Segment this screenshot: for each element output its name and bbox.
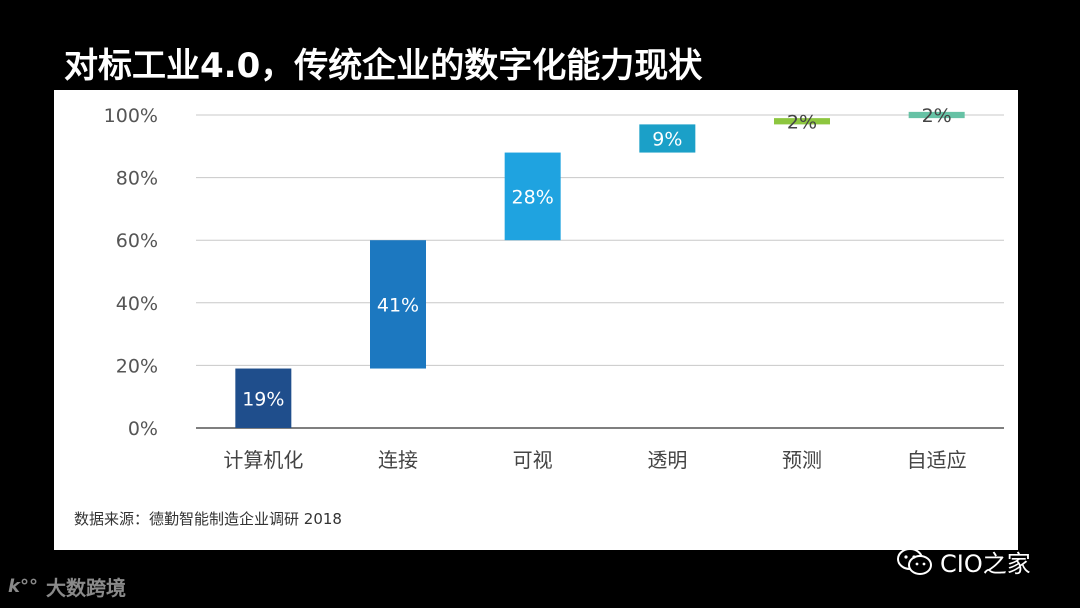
source-note: 数据来源：德勤智能制造企业调研 2018 [74, 510, 342, 528]
bar-3 [639, 124, 696, 153]
y-tick-label: 60% [116, 230, 158, 252]
bar-5 [908, 111, 965, 119]
waterfall-chart: 0% 20% 40% 60% 80% 100% 19% 41% 28% 9% 2% 2% 计算机化 连… [104, 105, 1004, 472]
wechat-icon [897, 547, 932, 575]
bar-2 [504, 152, 561, 241]
chart-panel: 0% 20% 40% 60% 80% 100% 19% 41% 28% 9% 2% 2% 计算机化 连… [54, 90, 1018, 550]
x-tick-label: 预测 [782, 448, 822, 472]
watermark-brand-left: k°° 大数跨境 [8, 572, 126, 601]
x-tick-label: 连接 [378, 448, 418, 472]
gridlines [196, 114, 1004, 429]
y-tick-label: 20% [116, 355, 158, 377]
brand-logo-icon: k°° [8, 576, 38, 597]
brand-name-cio: CIO之家 [940, 550, 1031, 578]
data-label: 2% [922, 105, 952, 127]
y-tick-label: 40% [116, 293, 158, 315]
data-label: 9% [652, 128, 682, 150]
bars [235, 111, 965, 428]
data-label: 28% [512, 186, 554, 208]
y-tick-label: 80% [116, 168, 158, 190]
x-axis-ticks: 计算机化 连接 可视 透明 预测 自适应 [223, 448, 966, 472]
y-axis-ticks: 0% 20% 40% 60% 80% 100% [104, 105, 158, 440]
y-tick-label: 0% [128, 418, 158, 440]
slide-title: 对标工业4.0，传统企业的数字化能力现状 [64, 46, 703, 86]
x-tick-label: 计算机化 [223, 448, 303, 472]
data-label: 41% [377, 294, 419, 316]
bar-4 [774, 118, 830, 125]
x-tick-label: 自适应 [907, 448, 967, 472]
bar-0 [235, 368, 292, 428]
watermark-brand-right: CIO之家 [896, 544, 1031, 579]
brand-name: 大数跨境 [45, 576, 126, 600]
x-tick-label: 可视 [513, 448, 553, 472]
x-tick-label: 透明 [647, 448, 687, 472]
data-label: 2% [787, 111, 817, 133]
bar-1 [370, 240, 426, 369]
data-labels: 19% 41% 28% 9% 2% 2% [242, 105, 952, 410]
data-label: 19% [242, 388, 284, 410]
y-tick-label: 100% [104, 105, 158, 127]
